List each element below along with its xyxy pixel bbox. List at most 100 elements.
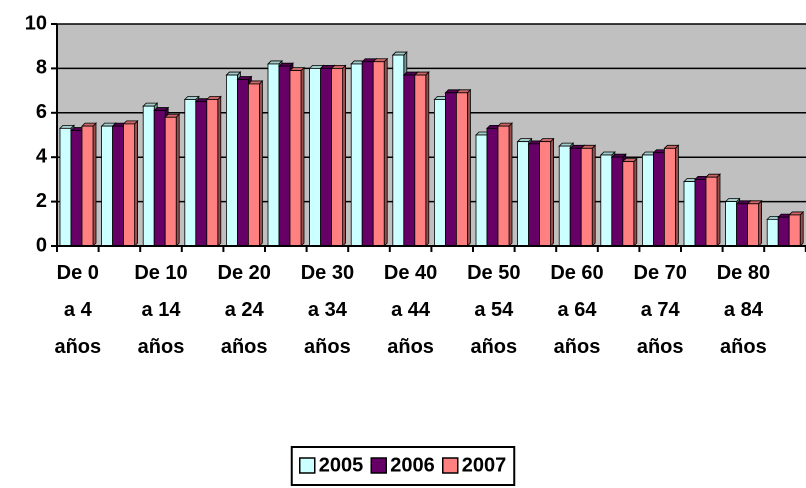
legend-label: 2006 <box>390 454 435 476</box>
bar <box>205 95 222 247</box>
bar-face <box>569 147 582 247</box>
bar-top <box>580 144 597 149</box>
x-tick-label: De 60 a 64 años <box>550 262 603 358</box>
bar <box>580 144 597 247</box>
bar <box>330 64 347 247</box>
bar-face <box>433 99 446 247</box>
bar-face <box>236 79 249 247</box>
bar-face <box>539 141 551 247</box>
bar-top <box>142 102 159 107</box>
bar-face <box>611 156 624 247</box>
y-tick-label: 6 <box>36 101 47 123</box>
bar-face <box>361 61 374 247</box>
bar-face <box>320 68 333 247</box>
bar-side <box>175 113 180 247</box>
bar-face <box>101 125 113 247</box>
bar-top <box>788 211 805 216</box>
bar-top <box>413 71 430 76</box>
bar-side <box>425 71 430 247</box>
bar <box>746 199 763 247</box>
x-tick-label: De 10 a 14 años <box>134 262 187 358</box>
bar-face <box>497 125 510 247</box>
bar <box>455 88 472 247</box>
bar <box>247 79 264 247</box>
bar-top <box>497 122 513 127</box>
bar-side <box>258 79 263 247</box>
x-tick-label: De 50 a 54 años <box>467 262 520 358</box>
legend-swatch <box>442 457 459 474</box>
bar-face <box>206 99 219 247</box>
bar-face <box>766 218 779 247</box>
bar <box>164 113 181 247</box>
y-tick-label: 0 <box>36 234 47 256</box>
bar-top <box>236 76 253 80</box>
bar-face <box>622 161 635 247</box>
bar-top <box>183 96 200 100</box>
bar-top <box>538 138 555 143</box>
bar-face <box>414 74 427 247</box>
bar-face <box>788 214 801 247</box>
bar-top <box>330 65 347 69</box>
bar <box>289 66 305 247</box>
bar <box>621 157 638 247</box>
bar-side <box>675 144 679 247</box>
bar <box>122 119 139 247</box>
bar-face <box>653 152 665 247</box>
bar-face <box>444 92 457 247</box>
bar-top <box>122 120 139 125</box>
bar-face <box>278 65 291 247</box>
x-tick-label: De 40 a 44 años <box>384 262 437 358</box>
bar-top <box>247 80 264 85</box>
bar-top <box>455 89 472 94</box>
bar-side <box>342 64 347 247</box>
x-tick-label: De 30 a 34 años <box>301 262 354 358</box>
bar-top <box>59 124 75 129</box>
bar-face <box>153 110 166 247</box>
bar-face <box>247 83 260 247</box>
bar <box>413 71 430 247</box>
x-tick-label: De 80 a 84 años <box>717 262 770 358</box>
bar-face <box>372 61 385 247</box>
legend-label: 2007 <box>462 454 507 476</box>
bar-side <box>300 66 305 247</box>
bar-side <box>799 210 804 247</box>
x-tick-label: De 70 a 74 años <box>634 262 687 358</box>
bar-face <box>331 68 344 247</box>
bar-face <box>580 147 593 247</box>
bar-face <box>600 154 613 247</box>
bar-face <box>59 127 72 247</box>
bar-top <box>746 200 763 205</box>
bar-top <box>599 151 616 156</box>
bar-side <box>383 57 388 247</box>
bar <box>788 210 805 247</box>
bar-top <box>621 158 638 163</box>
bar-top <box>516 138 533 143</box>
bar-face <box>392 54 405 247</box>
bar-face <box>309 68 322 247</box>
legend-label: 2005 <box>319 454 364 476</box>
legend-box <box>290 446 516 486</box>
bar-side <box>716 173 721 247</box>
bar-top <box>724 198 741 203</box>
bar-face <box>123 123 135 247</box>
bar-side <box>217 95 222 247</box>
bar-face <box>195 101 208 247</box>
bar-top <box>267 60 283 65</box>
bar <box>372 57 389 247</box>
bar <box>538 137 555 247</box>
y-tick-label: 10 <box>25 12 47 34</box>
bar-face <box>81 125 94 247</box>
bar-top <box>663 144 680 149</box>
bar <box>705 173 721 247</box>
bar-face <box>705 176 718 247</box>
y-tick-label: 4 <box>36 145 48 167</box>
bar-face <box>747 203 759 247</box>
bar-face <box>164 116 177 247</box>
bar-top <box>205 96 222 100</box>
x-tick-label: De 20 a 24 años <box>218 262 271 358</box>
bar-top <box>81 122 97 127</box>
bar-face <box>184 99 197 247</box>
bar-top <box>372 58 389 63</box>
bar-face <box>777 216 790 247</box>
plot-area <box>56 23 806 247</box>
